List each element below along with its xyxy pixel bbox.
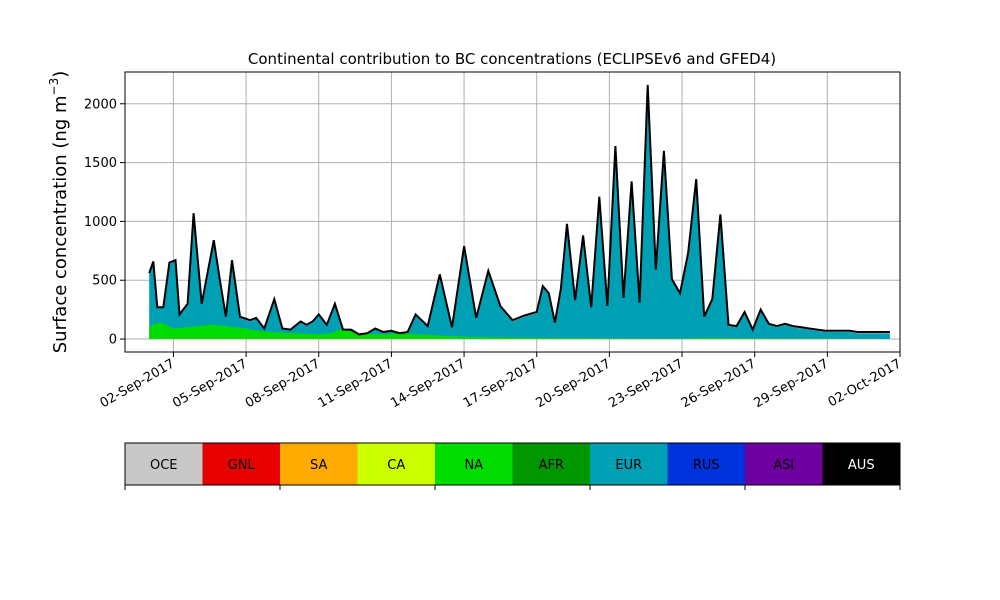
plot-frame xyxy=(124,71,901,353)
y-tick-label: 1500 xyxy=(84,156,117,171)
colorbar-label-gnl: GNL xyxy=(228,458,256,473)
colorbar-swatch-oce xyxy=(125,443,203,485)
colorbar-swatch-ca xyxy=(357,443,435,485)
y-tick-label: 500 xyxy=(92,274,117,289)
y-tick-label: 0 xyxy=(109,333,117,348)
series-total-line xyxy=(148,84,890,336)
colorbar-label-na: NA xyxy=(464,458,483,473)
colorbar-label-eur: EUR xyxy=(615,458,642,473)
colorbar-swatch-eur xyxy=(590,443,668,485)
y-tick-label: 1000 xyxy=(84,215,117,230)
colorbar-label-ca: CA xyxy=(387,458,405,473)
y-axis-label: Surface concentration (ng m−3) xyxy=(47,71,71,354)
colorbar-label-afr: AFR xyxy=(539,458,564,473)
colorbar-label-rus: RUS xyxy=(693,458,720,473)
y-axis-ticks: 0 500 1000 1500 2000 xyxy=(84,97,125,348)
colorbar-label-sa: SA xyxy=(310,458,327,473)
chart-title: Continental contribution to BC concentra… xyxy=(248,50,776,68)
colorbar-swatch-na xyxy=(435,443,513,485)
colorbar-swatch-aus xyxy=(822,443,900,485)
colorbar-swatch-gnl xyxy=(202,443,280,485)
colorbar-label-oce: OCE xyxy=(150,458,178,473)
colorbar-swatch-sa xyxy=(280,443,358,485)
series-area-eur xyxy=(149,86,890,340)
colorbar-label-aus: AUS xyxy=(848,458,875,473)
plot-series xyxy=(148,84,890,340)
y-tick-label: 2000 xyxy=(84,97,117,112)
colorbar-swatch-afr xyxy=(512,443,590,485)
colorbar-frame xyxy=(124,442,901,486)
colorbar-label-asi: ASI xyxy=(773,458,794,473)
series-area-na xyxy=(149,322,876,340)
colorbar-swatch-asi xyxy=(745,443,823,485)
colorbar-swatch-rus xyxy=(667,443,745,485)
colorbar-legend: OCE GNL SA CA NA AFR EUR RUS ASI AUS xyxy=(124,442,901,490)
